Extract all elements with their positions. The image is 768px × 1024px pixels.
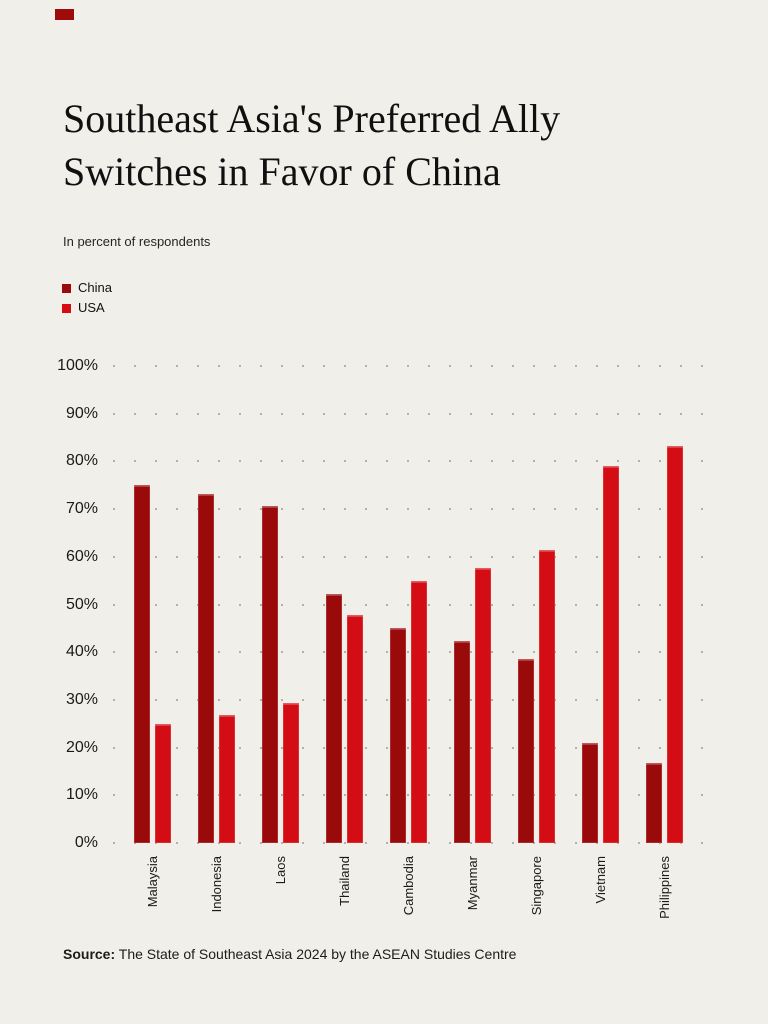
chart-subtitle: In percent of respondents [63, 234, 211, 249]
bar-china-myanmar [454, 640, 470, 843]
source-label: Source: [63, 946, 116, 962]
bar-china-indonesia [198, 493, 214, 843]
chart-title-line1: Southeast Asia's Preferred Ally [63, 96, 561, 141]
source-note: Source: The State of Southeast Asia 2024… [63, 946, 516, 962]
x-axis-label-thailand: Thailand [336, 856, 352, 906]
y-axis-tick-label-90%: 90% [65, 404, 98, 422]
bar-china-cambodia [390, 628, 406, 843]
bar-usa-laos [283, 702, 299, 843]
source-text: The State of Southeast Asia 2024 by the … [115, 946, 517, 962]
gridline-60% [113, 555, 704, 558]
bar-china-singapore [518, 659, 534, 843]
y-axis-tick-label-10%: 10% [65, 786, 98, 804]
gridline-70% [113, 508, 704, 511]
x-axis-label-cambodia: Cambodia [400, 856, 416, 916]
x-axis-label-indonesia: Indonesia [208, 856, 224, 913]
y-axis-tick-label-100%: 100% [57, 357, 98, 374]
bar-usa-vietnam [603, 466, 619, 843]
x-axis-label-malaysia: Malaysia [144, 856, 160, 908]
china-swatch-icon [62, 283, 71, 293]
bar-china-laos [262, 506, 278, 843]
bar-usa-myanmar [475, 568, 491, 843]
chart-title: Southeast Asia's Preferred Ally Switches… [63, 92, 713, 198]
legend-item-china: China [62, 281, 112, 295]
y-axis-tick-label-30%: 30% [65, 690, 98, 708]
gridline-30% [113, 698, 704, 701]
bar-usa-cambodia [411, 580, 427, 843]
legend-label-usa: USA [78, 300, 105, 315]
bar-usa-philippines [667, 445, 683, 843]
brand-mark [55, 9, 74, 20]
x-axis-label-laos: Laos [272, 856, 288, 885]
legend-item-usa: USA [62, 301, 112, 315]
bar-usa-singapore [539, 549, 555, 843]
gridline-50% [113, 603, 704, 606]
legend: China USA [62, 281, 112, 321]
legend-label-china: China [78, 280, 112, 295]
gridline-100% [113, 365, 704, 367]
gridline-40% [113, 651, 704, 654]
bar-china-philippines [646, 763, 662, 843]
bar-usa-thailand [347, 614, 363, 843]
x-axis-label-singapore: Singapore [528, 856, 544, 916]
gridline-90% [113, 412, 704, 415]
y-axis-tick-label-40%: 40% [65, 643, 98, 661]
x-axis-label-philippines: Philippines [656, 856, 672, 919]
x-axis-label-vietnam: Vietnam [592, 856, 608, 904]
bar-usa-malaysia [155, 724, 171, 843]
gridline-80% [113, 460, 704, 463]
y-axis-tick-label-80%: 80% [65, 452, 98, 470]
y-axis-tick-label-60%: 60% [65, 547, 98, 565]
y-axis-tick-label-0%: 0% [74, 834, 98, 851]
gridline-0% [113, 842, 704, 844]
usa-swatch-icon [62, 303, 71, 313]
y-axis-tick-label-70%: 70% [65, 500, 98, 518]
bar-china-malaysia [134, 484, 150, 843]
y-axis-tick-label-50%: 50% [65, 595, 98, 613]
bar-china-thailand [326, 594, 342, 843]
bar-china-vietnam [582, 742, 598, 843]
gridline-20% [113, 746, 704, 749]
chart-title-line2: Switches in Favor of China [63, 149, 501, 194]
y-axis-tick-label-20%: 20% [65, 738, 98, 756]
gridline-10% [113, 794, 704, 797]
bar-usa-indonesia [219, 715, 235, 843]
x-axis-label-myanmar: Myanmar [464, 856, 480, 911]
